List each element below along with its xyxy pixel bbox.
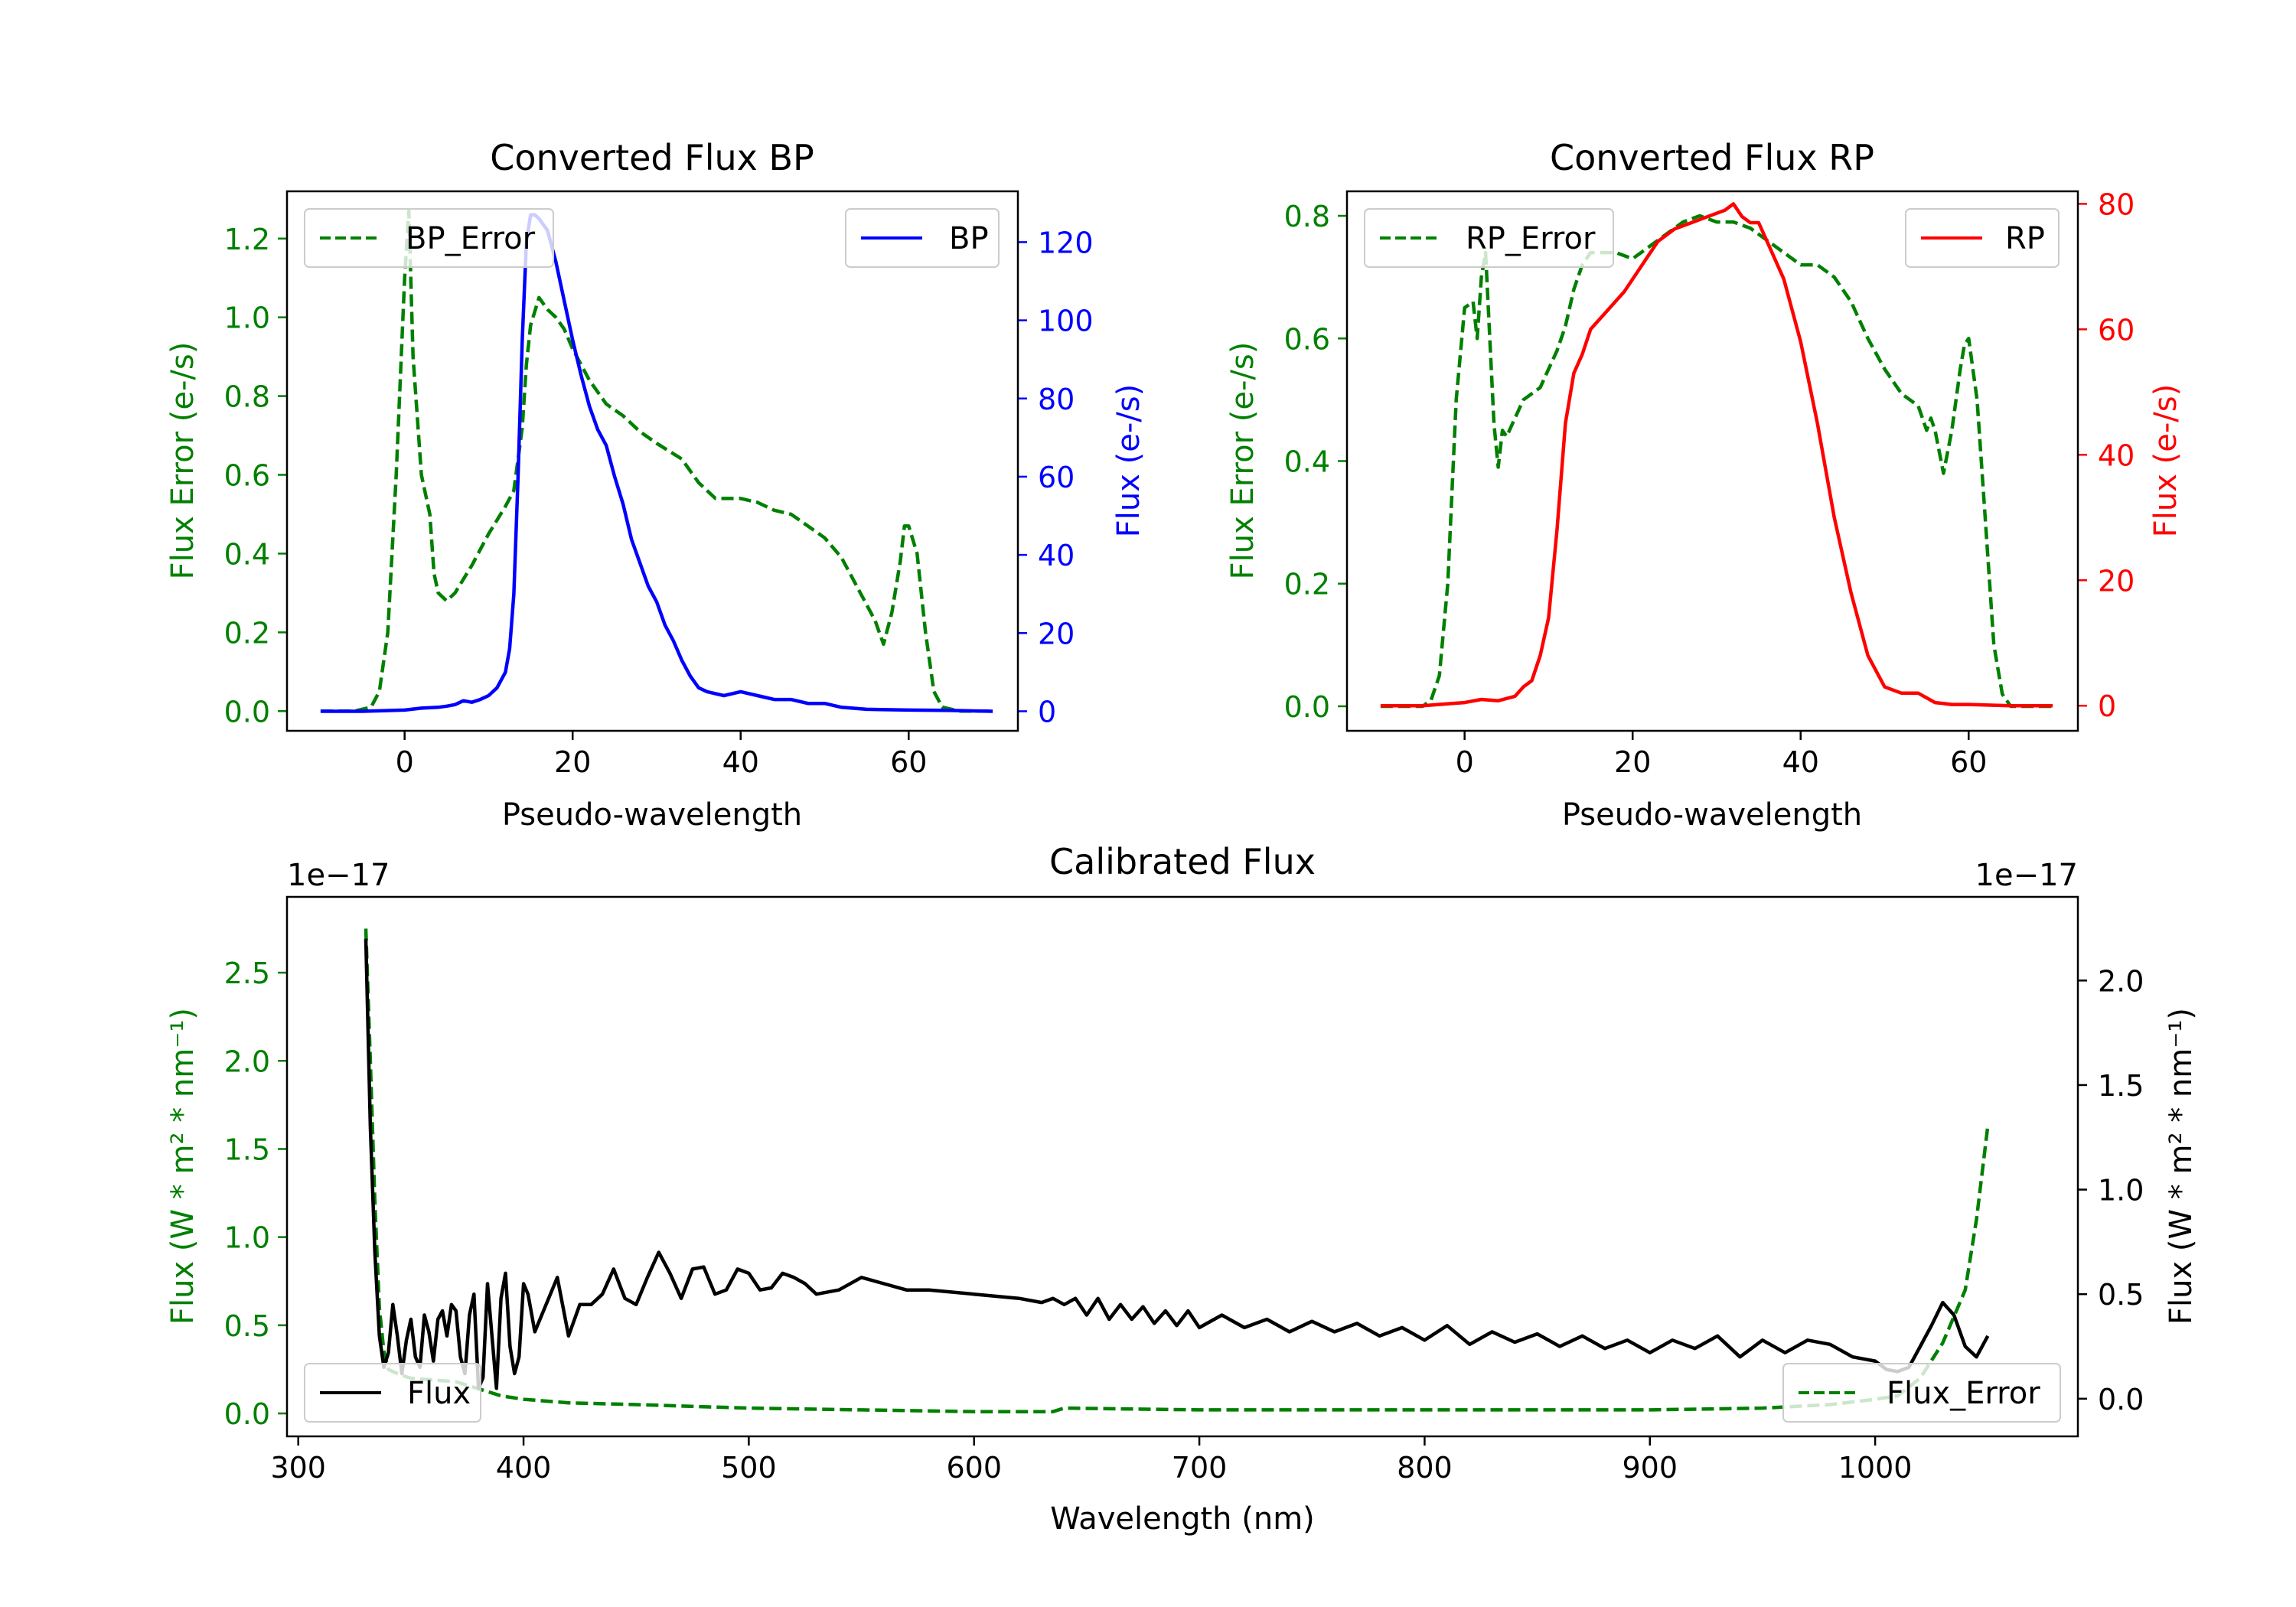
chart-rp-legend-flux: RP [1906,209,2059,267]
chart-bp-xlabel: Pseudo-wavelength [502,797,802,833]
bp-ytick-right-label: 0 [1038,695,1056,729]
calibrated-xtick-label: 900 [1622,1451,1678,1485]
bp-xtick-label: 0 [396,745,414,779]
bp-ytick-right-label: 20 [1038,617,1075,650]
chart-rp-xlabel: Pseudo-wavelength [1562,797,1862,833]
calibrated-ytick-left-label: 2.0 [224,1045,270,1078]
calibrated-xtick-label: 300 [270,1451,326,1485]
rp-xtick-label: 0 [1456,745,1474,779]
calibrated-ytick-left-label: 1.5 [224,1133,270,1166]
rp-xtick-label: 60 [1950,745,1987,779]
calibrated-xtick-label: 1000 [1838,1451,1913,1485]
chart-bp-legend-error-label: BP_Error [406,221,536,256]
rp-ytick-left-label: 0.2 [1284,568,1330,601]
bp-xtick-label: 60 [890,745,927,779]
calibrated-xtick-label: 700 [1172,1451,1228,1485]
chart-bp-ylabel-left: Flux Error (e-/s) [165,342,201,580]
calibrated-ytick-right-label: 2.0 [2098,964,2144,998]
rp-ytick-left-label: 0.0 [1284,690,1330,724]
chart-rp-legend-error-label: RP_Error [1466,221,1596,256]
calibrated-xtick-label: 400 [496,1451,552,1485]
calibrated-xtick-label: 600 [946,1451,1002,1485]
calibrated-ytick-right-label: 0.0 [2098,1383,2144,1416]
chart-bp-legend-error: BP_Error [305,209,553,267]
figure: Converted Flux BP 0 20 40 60 0.0 0.2 0.4 0.6 0.8… [0,0,2296,1607]
bp-ytick-left-label: 0.8 [224,380,270,414]
bp-ytick-right-label: 60 [1038,461,1075,494]
calibrated-ytick-left-label: 1.0 [224,1221,270,1255]
bp-ytick-left-label: 0.6 [224,459,270,493]
chart-calibrated-legend-flux: Flux [305,1364,481,1422]
chart-rp-ylabel-right: Flux (e-/s) [2148,384,2183,537]
chart-rp-legend-flux-label: RP [2005,221,2045,256]
chart-calibrated-ylabel-right: Flux (W * m² * nm⁻¹) [2164,1008,2199,1325]
rp-ytick-left-label: 0.8 [1284,200,1330,233]
chart-rp-legend-error: RP_Error [1365,209,1613,267]
chart-calibrated-offset-left: 1e−17 [287,858,390,893]
bp-ytick-right-label: 100 [1038,305,1094,338]
chart-calibrated-offset-right: 1e−17 [1975,858,2078,893]
bp-ytick-right-label: 80 [1038,383,1075,416]
chart-bp-legend-flux: BP [846,209,999,267]
bp-xtick-label: 40 [722,745,759,779]
bp-xtick-label: 20 [554,745,591,779]
chart-calibrated-ylabel-left: Flux (W * m² * nm⁻¹) [165,1008,201,1325]
chart-calibrated-xlabel: Wavelength (nm) [1050,1501,1315,1537]
bp-ytick-left-label: 0.0 [224,695,270,729]
calibrated-ytick-right-label: 1.0 [2098,1174,2144,1208]
rp-xtick-label: 20 [1614,745,1651,779]
chart-rp-title: Converted Flux RP [1550,137,1874,178]
rp-ytick-right-label: 20 [2098,564,2135,598]
rp-xtick-label: 40 [1782,745,1819,779]
rp-ytick-left-label: 0.6 [1284,322,1330,356]
rp-ytick-left-label: 0.4 [1284,445,1330,479]
bp-ytick-right-label: 120 [1038,226,1094,259]
calibrated-xtick-label: 800 [1397,1451,1453,1485]
chart-calibrated-legend-error: Flux_Error [1783,1364,2060,1422]
rp-ytick-right-label: 60 [2098,313,2135,347]
calibrated-ytick-right-label: 0.5 [2098,1278,2144,1312]
chart-rp-ylabel-left: Flux Error (e-/s) [1225,342,1261,580]
calibrated-ytick-left-label: 0.5 [224,1309,270,1343]
calibrated-ytick-left-label: 0.0 [224,1397,270,1431]
chart-calibrated-legend-error-label: Flux_Error [1887,1376,2040,1411]
bp-ytick-left-label: 1.2 [224,223,270,256]
bp-ytick-left-label: 0.4 [224,537,270,571]
chart-calibrated-title: Calibrated Flux [1049,841,1316,882]
rp-ytick-right-label: 0 [2098,689,2116,723]
calibrated-xtick-label: 500 [721,1451,777,1485]
bp-ytick-left-label: 1.0 [224,302,270,335]
rp-ytick-right-label: 40 [2098,438,2135,472]
bp-ytick-right-label: 40 [1038,539,1075,572]
chart-bp-legend-flux-label: BP [949,221,989,256]
rp-ytick-right-label: 80 [2098,187,2135,221]
chart-calibrated-legend-flux-label: Flux [407,1376,471,1411]
bp-ytick-left-label: 0.2 [224,616,270,650]
calibrated-ytick-left-label: 2.5 [224,957,270,990]
calibrated-ytick-right-label: 1.5 [2098,1069,2144,1103]
chart-bp-ylabel-right: Flux (e-/s) [1111,384,1146,537]
chart-bp-title: Converted Flux BP [490,137,814,178]
